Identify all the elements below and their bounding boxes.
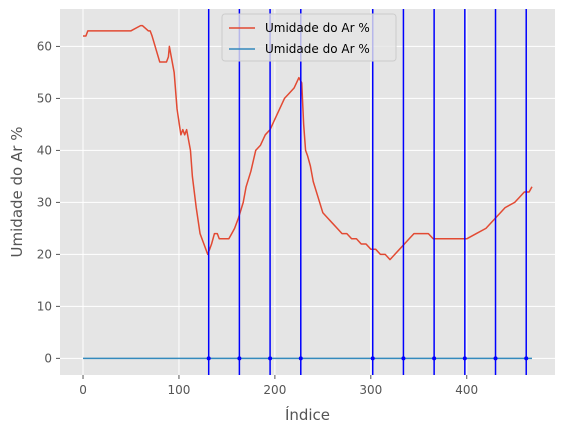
y-tick-label: 10 <box>37 299 52 313</box>
y-tick-label: 50 <box>37 91 52 105</box>
series-line-humidity <box>83 24 533 261</box>
legend-label-humidity: Umidade do Ar % <box>265 21 370 35</box>
y-tick-label: 20 <box>37 247 52 261</box>
y-tick-label: 40 <box>37 143 52 157</box>
y-axis-label: Umidade do Ar % <box>8 127 26 258</box>
x-tick-label: 300 <box>359 383 382 397</box>
legend-box <box>221 13 397 62</box>
x-axis-label: Índice <box>285 405 330 424</box>
y-axis-ticks: 0 10 20 30 40 50 60 <box>37 39 60 365</box>
x-tick-label: 400 <box>455 383 478 397</box>
plot-background <box>60 9 555 375</box>
x-axis-ticks: 0 100 200 300 400 <box>79 375 478 397</box>
x-tick-label: 0 <box>79 383 87 397</box>
y-tick-label: 60 <box>37 39 52 53</box>
x-tick-label: 200 <box>263 383 286 397</box>
x-tick-label: 100 <box>168 383 191 397</box>
y-tick-label: 0 <box>44 351 52 365</box>
y-tick-label: 30 <box>37 195 52 209</box>
legend: Umidade do Ar % Umidade do Ar % <box>221 13 397 62</box>
vertical-lines <box>207 9 527 375</box>
legend-label-flat: Umidade do Ar % <box>265 42 370 56</box>
